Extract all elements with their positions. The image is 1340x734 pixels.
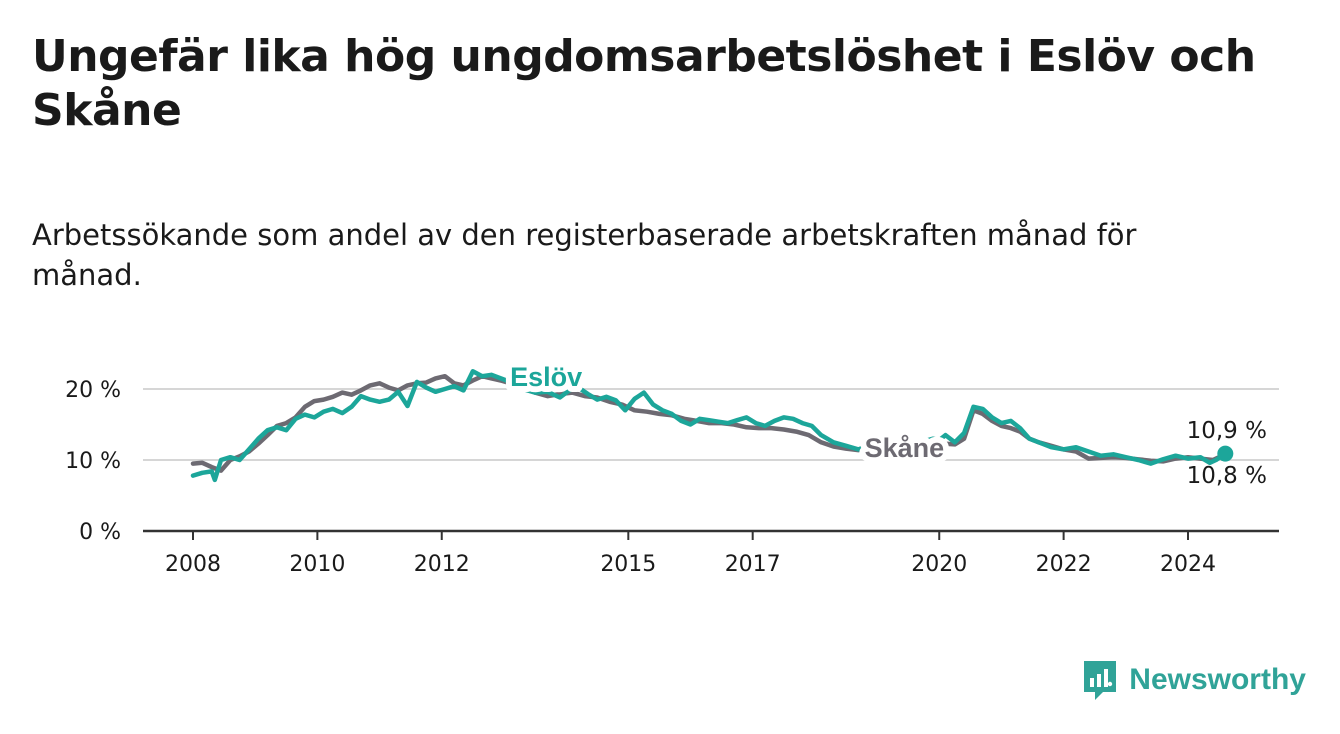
y-tick-label: 20 % bbox=[65, 378, 121, 403]
series-line-skane bbox=[190, 373, 1228, 473]
y-tick-label: 0 % bbox=[79, 520, 121, 545]
x-tick-label: 2024 bbox=[1160, 552, 1216, 577]
chart-subtitle: Arbetssökande som andel av den registerb… bbox=[32, 218, 1137, 292]
series-label-Eslöv: Eslöv bbox=[510, 362, 582, 392]
series-label-halo: Skåne bbox=[865, 433, 945, 463]
series-label-Skåne: Skåne bbox=[865, 433, 945, 463]
brand-logo: Newsworthy bbox=[1081, 658, 1306, 702]
end-point-marker bbox=[1217, 445, 1234, 462]
y-tick-label: 10 % bbox=[65, 449, 121, 474]
end-value-label-eslov: 10,9 % bbox=[1187, 418, 1267, 444]
brand-name: Newsworthy bbox=[1129, 663, 1306, 696]
newsworthy-logo-icon bbox=[1084, 661, 1117, 700]
x-axis: 2008 2010 2012 2015 2017 2020 2022 2024 bbox=[143, 529, 1279, 577]
x-tick-label: 2015 bbox=[600, 552, 656, 577]
series-lines bbox=[190, 369, 1234, 483]
x-tick-label: 2022 bbox=[1036, 552, 1092, 577]
x-tick-label: 2012 bbox=[414, 552, 470, 577]
x-tick-label: 2008 bbox=[165, 552, 221, 577]
chart-title: Ungefär lika hög ungdomsarbetslöshet i E… bbox=[32, 31, 1256, 136]
end-value-label-skane: 10,8 % bbox=[1187, 463, 1267, 489]
series-line-eslov bbox=[190, 369, 1228, 483]
x-tick-label: 2010 bbox=[289, 552, 345, 577]
x-tick-label: 2020 bbox=[911, 552, 967, 577]
series-label-halo: Eslöv bbox=[510, 362, 582, 392]
x-tick-label: 2017 bbox=[725, 552, 781, 577]
y-axis: 0 % 10 % 20 % bbox=[65, 378, 121, 545]
